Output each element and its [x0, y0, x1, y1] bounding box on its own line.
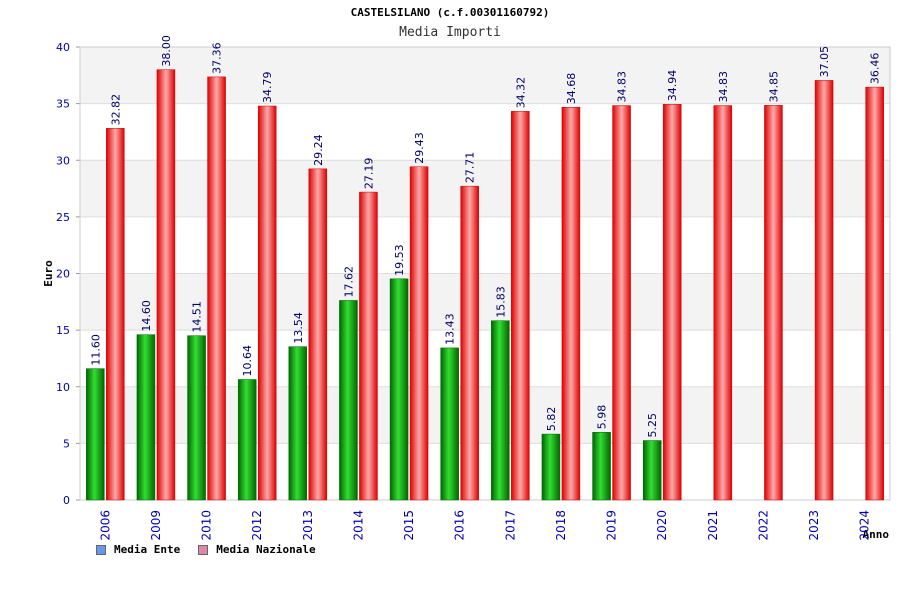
- legend: Media Ente Media Nazionale: [96, 543, 316, 556]
- y-axis-label: Euro: [42, 260, 55, 287]
- bar-media-ente: [237, 379, 257, 501]
- bar-media-nazionale: [814, 80, 834, 501]
- data-label-media-nazionale: 34.94: [666, 70, 679, 102]
- bar-media-ente: [642, 440, 662, 501]
- data-label-media-nazionale: 36.46: [869, 53, 882, 85]
- data-label-media-nazionale: 34.83: [616, 71, 629, 103]
- y-tick-label: 35: [56, 98, 70, 111]
- y-tick-label: 20: [56, 268, 70, 281]
- data-label-media-ente: 5.98: [596, 405, 609, 430]
- data-label-media-nazionale: 34.32: [514, 77, 527, 109]
- legend-label-media-ente: Media Ente: [114, 543, 181, 556]
- x-tick-label: 2021: [706, 510, 720, 541]
- x-tick-label: 2014: [351, 510, 365, 541]
- data-label-media-ente: 13.54: [292, 312, 305, 344]
- y-tick-label: 0: [63, 494, 70, 507]
- legend-item-media-ente: Media Ente: [96, 543, 180, 556]
- bar-media-nazionale: [764, 105, 783, 501]
- y-tick-label: 10: [56, 381, 70, 394]
- data-label-media-nazionale: 37.36: [211, 42, 224, 74]
- bar-media-nazionale: [460, 185, 479, 501]
- x-tick-label: 2013: [301, 510, 315, 541]
- bar-media-nazionale: [511, 111, 530, 501]
- bar-media-nazionale: [409, 166, 429, 501]
- data-label-media-nazionale: 34.83: [717, 71, 730, 103]
- bar-media-nazionale: [359, 191, 378, 501]
- plot-frame: [79, 46, 891, 501]
- bar-media-nazionale: [308, 168, 328, 501]
- x-tick-label: 2009: [149, 510, 163, 541]
- data-label-media-nazionale: 34.85: [767, 71, 780, 103]
- bar-media-nazionale: [106, 128, 125, 501]
- data-label-media-ente: 11.60: [89, 334, 102, 366]
- bar-media-ente: [389, 278, 409, 501]
- bar-media-nazionale: [713, 105, 733, 501]
- bar-media-ente: [136, 334, 156, 501]
- x-tick-label: 2012: [250, 510, 264, 541]
- data-label-media-nazionale: 32.82: [109, 94, 122, 126]
- legend-swatch-media-ente: [96, 544, 106, 555]
- data-label-media-ente: 17.62: [342, 266, 355, 298]
- bar-media-nazionale: [257, 105, 277, 501]
- bar-media-nazionale: [156, 69, 176, 501]
- data-label-media-nazionale: 34.79: [261, 72, 274, 104]
- data-label-media-ente: 14.51: [191, 301, 204, 333]
- x-tick-label: 2023: [807, 510, 821, 541]
- data-label-media-nazionale: 34.68: [565, 73, 578, 105]
- bar-media-nazionale: [207, 76, 226, 501]
- x-tick-label: 2015: [402, 510, 416, 541]
- chart-subtitle: Media Importi: [399, 25, 501, 40]
- chart-title: CASTELSILANO (c.f.00301160792): [350, 6, 550, 19]
- bar-media-ente: [541, 433, 561, 501]
- data-label-media-nazionale: 27.71: [464, 152, 477, 184]
- bar-media-nazionale: [662, 104, 682, 501]
- bar-media-ente: [86, 368, 105, 501]
- bar-media-ente: [440, 347, 459, 501]
- data-label-media-nazionale: 38.00: [160, 35, 173, 67]
- data-label-media-ente: 14.60: [140, 300, 153, 332]
- x-axis-label: Anno: [863, 528, 890, 541]
- bar-media-nazionale: [612, 105, 631, 501]
- x-tick-label: 2020: [655, 510, 669, 541]
- data-label-media-nazionale: 29.24: [312, 134, 325, 166]
- data-label-media-ente: 15.83: [494, 286, 507, 318]
- data-label-media-ente: 13.43: [444, 313, 457, 345]
- data-label-media-ente: 19.53: [393, 244, 406, 276]
- y-tick-label: 5: [63, 437, 70, 450]
- bar-media-ente: [288, 346, 308, 501]
- legend-label-media-nazionale: Media Nazionale: [216, 543, 316, 556]
- y-tick-label: 15: [56, 324, 70, 337]
- x-tick-label: 2006: [98, 510, 112, 541]
- bar-media-ente: [491, 320, 510, 501]
- data-label-media-ente: 10.64: [241, 345, 254, 377]
- y-tick-label: 30: [56, 154, 70, 167]
- data-label-media-nazionale: 27.19: [362, 158, 375, 190]
- bar-media-ente: [339, 300, 358, 501]
- bar-media-nazionale: [865, 86, 884, 501]
- data-label-media-ente: 5.82: [545, 407, 558, 432]
- bar-media-nazionale: [561, 106, 581, 501]
- legend-swatch-media-nazionale: [198, 544, 209, 555]
- y-tick-label: 25: [56, 211, 70, 224]
- data-label-media-nazionale: 29.43: [413, 132, 426, 164]
- x-tick-label: 2017: [503, 510, 517, 541]
- x-tick-label: 2010: [200, 510, 214, 541]
- y-tick-label: 40: [56, 41, 70, 54]
- x-tick-label: 2019: [605, 510, 619, 541]
- data-label-media-ente: 5.25: [646, 413, 659, 438]
- x-tick-label: 2016: [453, 510, 467, 541]
- legend-item-media-nazionale: Media Nazionale: [198, 543, 316, 556]
- bar-media-ente: [592, 432, 611, 501]
- x-tick-label: 2018: [554, 510, 568, 541]
- x-tick-label: 2024: [858, 510, 872, 541]
- data-label-media-nazionale: 37.05: [818, 46, 831, 78]
- x-tick-label: 2022: [756, 510, 770, 541]
- bar-media-ente: [187, 335, 206, 501]
